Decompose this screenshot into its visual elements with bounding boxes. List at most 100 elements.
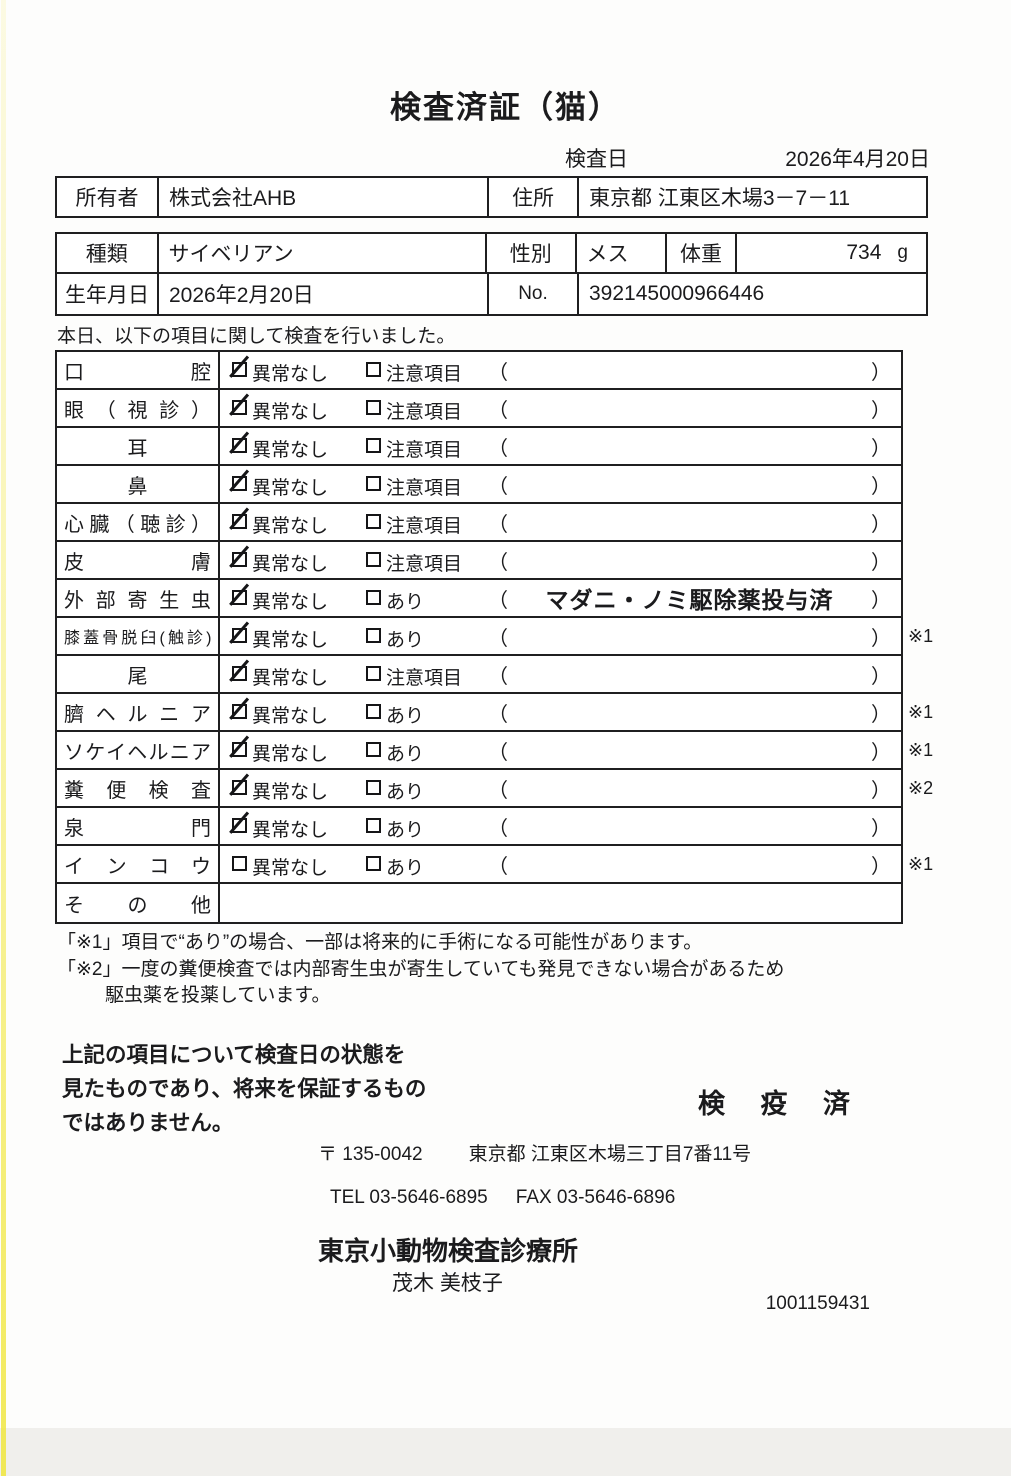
paren-close: ） <box>871 817 891 840</box>
paren-open: （ <box>488 551 508 574</box>
remarks-parens: （ ） <box>488 732 891 768</box>
paren-close: ） <box>871 361 891 384</box>
owner-label: 所有者 <box>57 178 159 216</box>
checkbox-no-abnormality-icon <box>232 362 247 377</box>
checkbox-no-abnormality-icon <box>232 628 247 643</box>
opt1-label: 異常なし <box>252 820 329 841</box>
row-content: 異常なし 注意項目 （ ） <box>220 390 901 426</box>
item-label: ソケイヘルニア <box>57 732 220 768</box>
checkbox-present-icon <box>366 856 381 871</box>
opt2-label: あり <box>386 858 425 879</box>
remarks-parens: （ ） <box>488 504 891 540</box>
weight-label: 体重 <box>667 234 737 272</box>
inspection-date-label: 検査日 <box>565 148 628 171</box>
remarks-parens: （ ） <box>488 846 891 882</box>
postal-code: 〒 135-0042 <box>318 1144 423 1165</box>
sex-value: メス <box>577 234 668 272</box>
inspection-date-value: 2026年4月20日 <box>785 148 930 171</box>
item-label: 泉門 <box>57 808 220 844</box>
opt2-label: 注意項目 <box>386 440 463 461</box>
opt2-label: 注意項目 <box>386 554 463 575</box>
item-label: 膝蓋骨脱臼(触診) <box>57 618 220 654</box>
paren-open: （ <box>488 817 508 840</box>
item-label: 耳 <box>57 428 220 464</box>
footnote-ref: ※1 <box>908 702 934 722</box>
checkbox-no-abnormality-icon <box>232 590 247 605</box>
item-label: 口腔 <box>57 352 220 388</box>
paren-open: （ <box>488 513 508 536</box>
row-content: 異常なし 注意項目 （ ） <box>220 656 901 692</box>
checkbox-no-abnormality-icon <box>232 780 247 795</box>
remarks-parens: （ ） <box>488 808 891 844</box>
checkbox-present-icon <box>366 704 381 719</box>
footnote-ref: ※1 <box>908 626 934 646</box>
page-title: 検査済証（猫） <box>390 90 621 125</box>
remarks-parens: （ ） <box>488 428 891 464</box>
paren-close: ） <box>871 551 891 574</box>
paren-open: （ <box>488 855 508 878</box>
opt1-label: 異常なし <box>252 478 329 499</box>
checklist-row-umbilical-hernia: 臍ヘルニア 異常なし あり （ ） ※1 <box>57 694 933 732</box>
item-label: 鼻 <box>57 466 220 502</box>
checklist-intro: 本日、以下の項目に関して検査を行いました。 <box>57 326 456 347</box>
paren-open: （ <box>488 437 508 460</box>
item-label: 糞便検査 <box>57 770 220 806</box>
paren-close: ） <box>871 779 891 802</box>
row-content: 異常なし あり （ ） ※2 <box>220 770 933 806</box>
paren-open: （ <box>488 475 508 498</box>
row-content: 異常なし 注意項目 （ ） <box>220 428 901 464</box>
paren-close: ） <box>871 589 891 612</box>
weight-value-cell: 734 g <box>737 234 926 272</box>
checklist-row-other: その他 <box>57 884 901 922</box>
item-label: 眼（視診） <box>57 390 220 426</box>
opt2-label: 注意項目 <box>386 516 463 537</box>
remarks-text: マダニ・ノミ駆除薬投与済 <box>545 587 834 613</box>
checkbox-attention-icon <box>366 666 381 681</box>
row-content: 異常なし 注意項目 （ ） <box>220 352 901 388</box>
birthdate-label: 生年月日 <box>57 274 159 314</box>
opt2-label: あり <box>386 820 425 841</box>
item-label: 尾 <box>57 656 220 692</box>
serial-number: 1001159431 <box>765 1293 870 1314</box>
checkbox-present-icon <box>366 742 381 757</box>
checkbox-attention-icon <box>366 362 381 377</box>
item-label: 外部寄生虫 <box>57 580 220 616</box>
checklist-row-fecal-exam: 糞便検査 異常なし あり （ ） ※2 <box>57 770 933 808</box>
paren-close: ） <box>871 741 891 764</box>
paren-close: ） <box>871 665 891 688</box>
footnote-2-continued: 駆虫薬を投薬しています。 <box>105 985 331 1006</box>
opt2-label: あり <box>386 592 425 613</box>
paren-close: ） <box>871 513 891 536</box>
item-label: 心臓（聴診） <box>57 504 220 540</box>
checklist-row-fontanelle: 泉門 異常なし あり （ ） <box>57 808 901 846</box>
checklist-row-skin: 皮膚 異常なし 注意項目 （ ） <box>57 542 901 580</box>
footnote-ref: ※1 <box>908 854 934 874</box>
clinic-name: 東京小動物検査診療所 <box>318 1236 579 1266</box>
checkbox-no-abnormality-icon <box>232 666 247 681</box>
opt1-label: 異常なし <box>252 440 329 461</box>
quarantine-stamp: 検 疫 済 <box>698 1089 865 1119</box>
opt1-label: 異常なし <box>252 858 329 879</box>
opt2-label: 注意項目 <box>386 668 463 689</box>
remarks-parens: （ ） <box>488 770 891 806</box>
remarks-parens: （ ） <box>488 466 891 502</box>
row-content: 異常なし 注意項目 （ ） <box>220 542 901 578</box>
weight-unit: g <box>897 242 908 263</box>
number-value: 392145000966446 <box>589 282 765 305</box>
footnote-1: 「※1」項目で“あり”の場合、一部は将来的に手術になる可能性があります。 <box>57 932 703 953</box>
checkbox-attention-icon <box>366 552 381 567</box>
checklist-row-patella: 膝蓋骨脱臼(触診) 異常なし あり （ ） ※1 <box>57 618 933 656</box>
checklist-row-throat: インコウ 異常なし あり （ ） ※1 <box>57 846 933 884</box>
footnote-ref: ※2 <box>908 778 934 798</box>
checkbox-no-abnormality-icon <box>232 552 247 567</box>
checkbox-no-abnormality-icon <box>232 438 247 453</box>
checkbox-attention-icon <box>366 438 381 453</box>
fax-number: FAX 03-5646-6896 <box>515 1187 676 1208</box>
row-content: 異常なし あり （ ） ※1 <box>220 694 933 730</box>
row-content <box>220 884 901 922</box>
remarks-parens: （ ） <box>488 694 891 730</box>
item-label: 臍ヘルニア <box>57 694 220 730</box>
opt1-label: 異常なし <box>252 668 329 689</box>
paren-open: （ <box>488 703 508 726</box>
opt1-label: 異常なし <box>252 592 329 613</box>
